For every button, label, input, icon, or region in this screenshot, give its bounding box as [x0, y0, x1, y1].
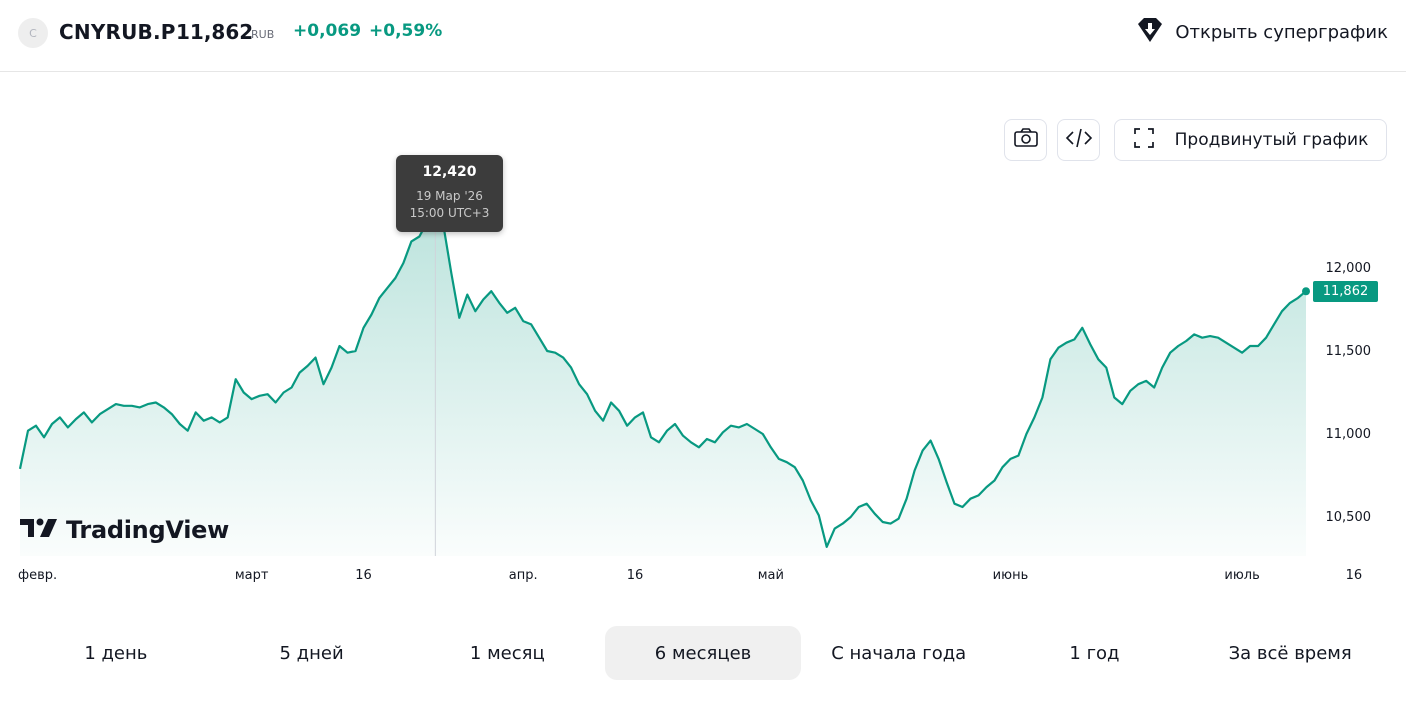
symbol-logo: C [18, 18, 48, 48]
range-tab-1m[interactable]: 1 месяц [469, 642, 545, 664]
range-tab-1d[interactable]: 1 день [84, 642, 148, 664]
y-tick-label: 12,000 [1326, 261, 1372, 276]
advanced-chart-label: Продвинутый график [1174, 130, 1369, 150]
price-area-fill [20, 198, 1306, 557]
price-chart[interactable]: 12,000 11,500 11,000 10,500 февр. март 16 апр.… [0, 100, 1406, 600]
tradingview-logo[interactable]: TradingView [20, 516, 229, 544]
x-tick-label: апр. [509, 568, 538, 583]
price-change: +0,069 [293, 21, 362, 41]
symbol-name[interactable]: CNYRUB.P [59, 20, 176, 44]
tooltip-date: 19 Мар '26 [416, 189, 483, 203]
tooltip-value: 12,420 [422, 164, 477, 180]
range-tab-5d[interactable]: 5 дней [279, 642, 344, 664]
advanced-chart-button[interactable]: Продвинутый график [1114, 119, 1387, 161]
x-tick-label: 16 [355, 568, 372, 583]
price-currency: RUB [251, 28, 275, 41]
range-tab-6m[interactable]: 6 месяцев [605, 626, 801, 680]
range-tab-1y[interactable]: 1 год [1069, 642, 1120, 664]
crosshair-tooltip: 12,420 19 Мар '26 15:00 UTC+3 [396, 155, 503, 232]
range-tabs: 1 день 5 дней 1 месяц 6 месяцев С начала… [18, 626, 1388, 680]
x-tick-label: июль [1224, 568, 1259, 583]
last-price: 11,862 [176, 20, 254, 44]
symbol-header: C CNYRUB.P 11,862 RUB +0,069 +0,59% Откр… [0, 0, 1406, 72]
tooltip-time: 15:00 UTC+3 [409, 206, 490, 220]
range-tab-all[interactable]: За всё время [1228, 642, 1352, 664]
tradingview-logo-text: TradingView [66, 516, 229, 544]
supercharts-icon [1135, 16, 1165, 48]
tradingview-logo-icon [20, 517, 58, 543]
snapshot-button[interactable] [1004, 119, 1047, 161]
last-price-label: 11,862 [1313, 281, 1378, 302]
embed-code-button[interactable] [1057, 119, 1100, 161]
open-superchart-label: Открыть суперграфик [1175, 21, 1388, 43]
x-tick-label: февр. [18, 568, 57, 583]
code-icon [1065, 127, 1093, 153]
range-tab-ytd[interactable]: С начала года [831, 642, 967, 664]
y-tick-label: 11,000 [1326, 427, 1372, 442]
price-change-percent: +0,59% [369, 21, 443, 41]
fullscreen-icon [1133, 127, 1155, 153]
x-tick-label: 16 [1346, 568, 1363, 583]
x-tick-label: март [235, 568, 269, 583]
y-tick-label: 11,500 [1326, 344, 1372, 359]
x-tick-label: 16 [627, 568, 644, 583]
price-series-line [18, 197, 1307, 548]
open-superchart-button[interactable]: Открыть суперграфик [1135, 14, 1388, 50]
camera-icon [1013, 127, 1039, 153]
last-point [1302, 287, 1310, 296]
y-tick-label: 10,500 [1326, 510, 1372, 525]
x-tick-label: июнь [993, 568, 1029, 583]
x-tick-label: май [758, 568, 784, 583]
